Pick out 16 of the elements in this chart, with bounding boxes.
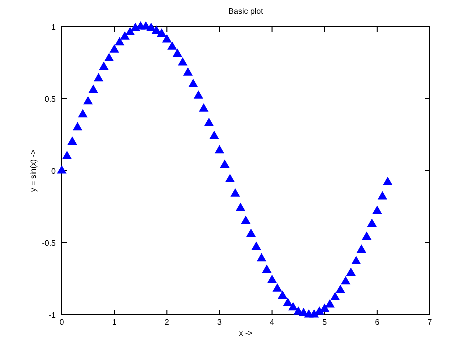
- x-tick-label: 6: [375, 318, 380, 327]
- x-tick-label: 1: [112, 318, 118, 327]
- x-tick-label: 2: [164, 318, 170, 327]
- y-tick-label: 0.5: [44, 95, 57, 104]
- x-tick-label: 0: [60, 318, 65, 327]
- x-axis-title: x ->: [239, 329, 254, 338]
- chart-title: Basic plot: [228, 7, 264, 16]
- y-axis-title: y = sin(x) ->: [29, 150, 38, 192]
- x-tick-label: 3: [217, 318, 222, 327]
- x-tick-label: 7: [428, 318, 433, 327]
- x-tick-label: 4: [270, 318, 276, 327]
- y-tick-label: -0.5: [42, 239, 57, 248]
- y-tick-label: -1: [48, 311, 57, 320]
- x-tick-label: 5: [322, 318, 328, 327]
- y-tick-label: 0: [52, 167, 57, 176]
- y-tick-label: 1: [52, 23, 57, 32]
